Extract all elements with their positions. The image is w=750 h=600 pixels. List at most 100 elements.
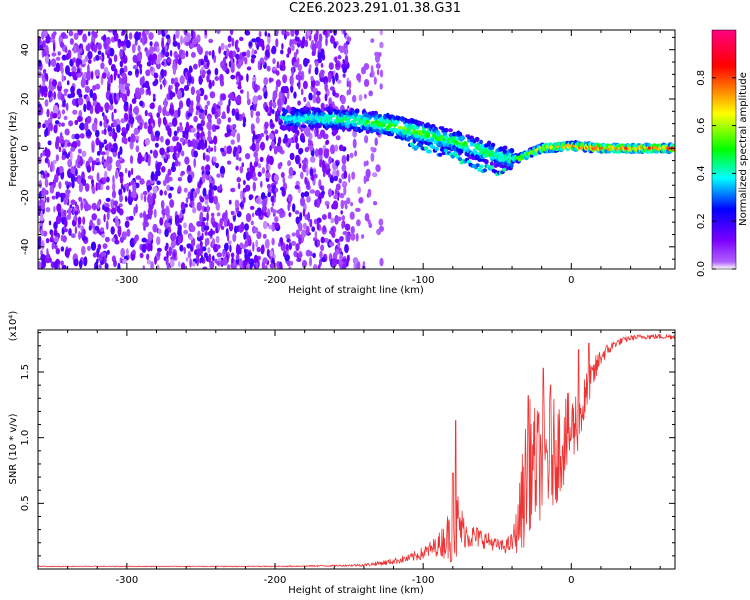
- spectrogram-ridge-cell: [474, 136, 480, 143]
- spectrogram-cell: [351, 171, 356, 180]
- spectrogram-cell: [156, 251, 161, 257]
- spectrogram-cell: [82, 33, 87, 43]
- spectrogram-cell: [211, 106, 216, 115]
- spectrogram-cell: [306, 30, 311, 37]
- spectrogram-cell: [304, 146, 309, 153]
- spectrogram-cell: [256, 231, 262, 240]
- spectrogram-cell: [187, 140, 194, 147]
- spectrogram-cell: [145, 49, 150, 57]
- spectrogram-cell: [262, 233, 267, 239]
- spectrogram-cell: [73, 45, 77, 54]
- spectrogram-cell: [229, 244, 232, 253]
- spectrogram-cell: [144, 109, 148, 117]
- spectrogram-cell: [59, 138, 65, 144]
- spectrogram-cell: [356, 219, 361, 227]
- spectrogram-cell: [87, 59, 92, 64]
- spectrogram-cell: [171, 161, 176, 171]
- spectrogram-ridge-cell: [490, 142, 496, 148]
- spectrogram-cell: [96, 201, 101, 209]
- spectrogram-cell: [264, 30, 268, 37]
- spectrogram-cell: [352, 138, 357, 149]
- spectrogram-cell: [81, 236, 88, 241]
- spectrogram-ridge-cell: [328, 116, 333, 122]
- spectrogram-cell: [152, 93, 156, 98]
- spectrogram-cell: [126, 228, 131, 237]
- spectrogram-cell: [120, 40, 125, 47]
- spectrogram-cell: [203, 224, 210, 231]
- spectrogram-cell: [204, 230, 208, 236]
- spectrogram-ridge-cell: [289, 125, 294, 131]
- spectrogram-cell: [179, 122, 182, 127]
- spectrogram-cell: [155, 45, 160, 53]
- spectrogram-cell: [195, 110, 199, 116]
- spectrogram-cell: [55, 248, 60, 255]
- spectrogram-cell: [330, 36, 335, 44]
- spectrogram-cell: [273, 145, 278, 155]
- spectrogram-cell: [376, 68, 380, 76]
- spectrogram-cell: [361, 234, 365, 239]
- spectrogram-cell: [254, 142, 260, 153]
- spectrogram-cell: [235, 112, 240, 121]
- spectrogram-cell: [265, 172, 270, 179]
- spectrogram-cell: [139, 77, 144, 86]
- spectrogram-cell: [287, 194, 293, 203]
- spectrogram-cell: [90, 241, 97, 251]
- spectrogram-cell: [275, 116, 279, 123]
- y-tick-label: 1.0: [20, 430, 31, 446]
- spectrogram-cell: [139, 252, 144, 259]
- spectrogram-cell: [154, 142, 159, 148]
- spectrogram-cell: [226, 160, 232, 165]
- spectrogram-cell: [46, 251, 50, 260]
- spectrogram-cell: [276, 209, 281, 214]
- spectrogram-cell: [306, 195, 311, 203]
- spectrogram-cell: [67, 142, 72, 147]
- spectrogram-cell: [99, 55, 103, 61]
- spectrogram-cell: [124, 167, 128, 174]
- spectrogram-cell: [227, 43, 232, 48]
- spectrogram-cell: [346, 80, 350, 88]
- spectrogram-cells: [38, 30, 675, 269]
- spectrogram-cell: [135, 145, 140, 153]
- spectrogram-cell: [164, 30, 168, 35]
- spectrogram-cell: [275, 38, 279, 48]
- spectrogram-cell: [339, 236, 344, 242]
- spectrogram-cell: [83, 256, 88, 266]
- spectrogram-cell: [294, 36, 300, 42]
- spectrogram-cell: [205, 164, 211, 172]
- spectrogram-cell: [61, 54, 67, 61]
- spectrogram-cell: [174, 158, 179, 167]
- spectrogram-cell: [129, 155, 134, 165]
- spectrogram-cell: [288, 166, 294, 177]
- spectrogram-cell: [298, 237, 302, 245]
- spectrogram-cell: [98, 142, 105, 149]
- spectrogram-cell: [69, 38, 74, 45]
- spectrogram-cell: [41, 257, 45, 262]
- spectrogram-cell: [231, 37, 235, 47]
- spectrogram-cell: [219, 260, 224, 266]
- spectrogram-cell: [179, 137, 185, 143]
- spectrogram-cell: [379, 41, 384, 49]
- spectrogram-cell: [76, 72, 82, 78]
- spectrogram-cell: [248, 257, 251, 265]
- spectrogram-cell: [252, 176, 258, 182]
- spectrogram-cell: [346, 89, 349, 96]
- spectrogram-cell: [258, 30, 262, 38]
- spectrogram-cell: [336, 216, 342, 222]
- spectrogram-cell: [112, 175, 115, 185]
- spectrogram-cell: [78, 259, 83, 269]
- spectrogram-cell: [328, 241, 335, 247]
- spectrogram-ridge-cell: [442, 132, 448, 137]
- spectrogram-cell: [101, 251, 107, 257]
- spectrogram-cell: [110, 207, 117, 215]
- spectrogram-cell: [300, 171, 304, 180]
- spectrogram-cell: [63, 209, 67, 217]
- spectrogram-cell: [280, 49, 284, 55]
- spectrogram-cell: [253, 134, 259, 140]
- spectrogram-cell: [206, 204, 210, 213]
- spectrogram-cell: [101, 72, 107, 79]
- spectrogram-cell: [234, 225, 238, 234]
- spectrogram-cell: [190, 191, 193, 202]
- spectrogram-cell: [158, 117, 161, 128]
- spectrogram-cell: [216, 252, 223, 258]
- spectrogram-cell: [104, 262, 109, 269]
